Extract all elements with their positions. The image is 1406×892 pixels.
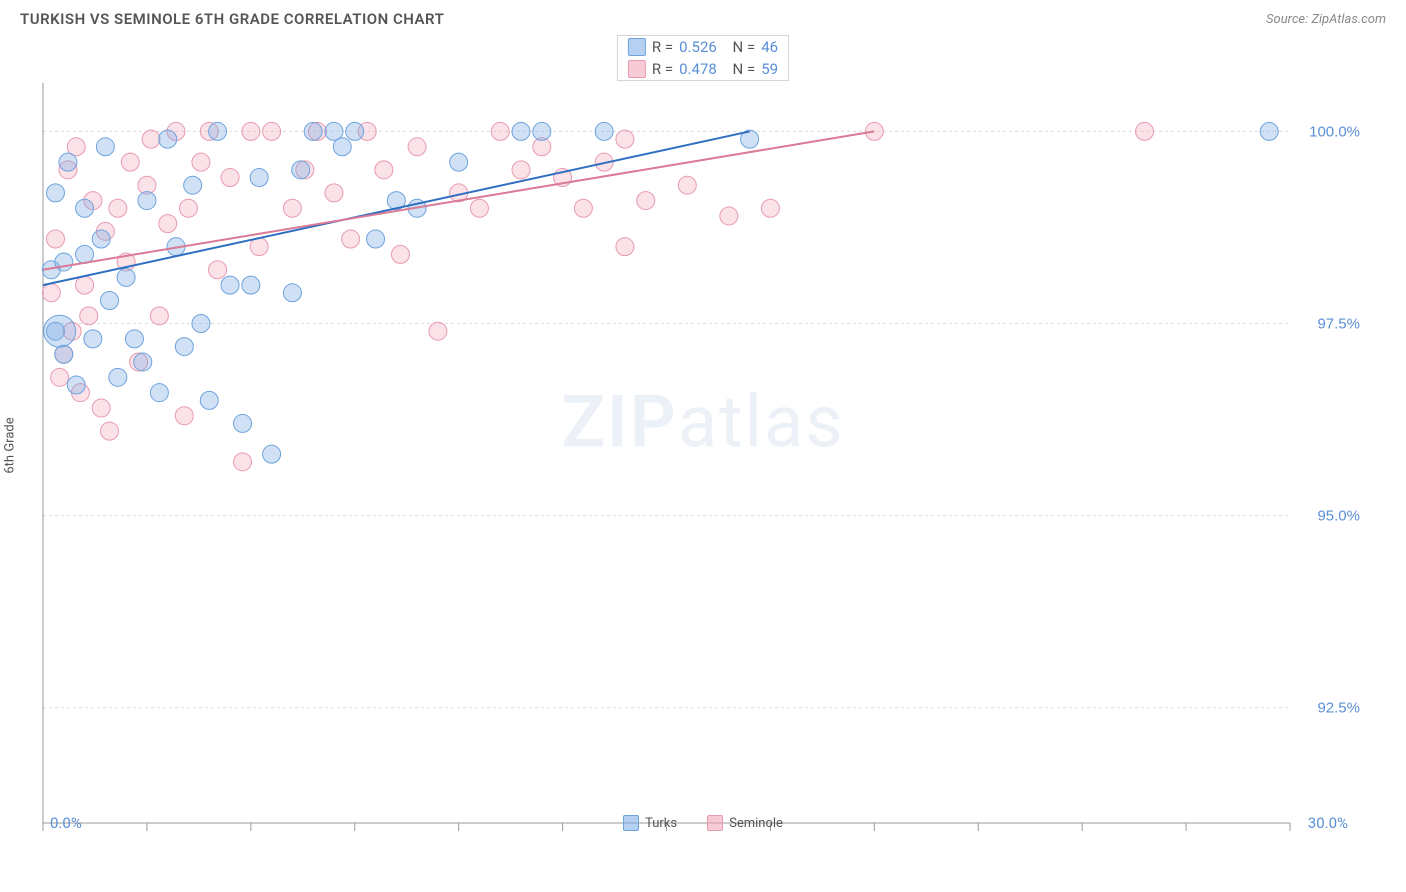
r-value-turks: 0.526 xyxy=(679,38,717,56)
svg-text:92.5%: 92.5% xyxy=(1317,700,1360,717)
legend-item-seminole: Seminole xyxy=(707,815,783,831)
chart-header: TURKISH VS SEMINOLE 6TH GRADE CORRELATIO… xyxy=(0,0,1406,33)
seminole-legend-swatch-icon xyxy=(707,815,723,831)
correlation-row-turks: R = 0.526 N = 46 xyxy=(618,36,788,58)
x-axis-end-label: 30.0% xyxy=(1308,814,1348,832)
chart-container: 6th Grade 92.5%95.0%97.5%100.0% ZIPatlas… xyxy=(0,33,1406,843)
svg-text:97.5%: 97.5% xyxy=(1317,316,1360,333)
y-axis-label: 6th Grade xyxy=(3,417,18,473)
footer-legend: 0.0% Turks Seminole 30.0% xyxy=(0,803,1406,843)
n-value-seminole: 59 xyxy=(761,60,778,78)
correlation-row-seminole: R = 0.478 N = 59 xyxy=(618,58,788,80)
n-label: N = xyxy=(733,38,756,56)
n-label: N = xyxy=(733,60,756,78)
legend-label-seminole: Seminole xyxy=(729,816,783,831)
legend-label-turks: Turks xyxy=(645,816,677,831)
turks-legend-swatch-icon xyxy=(623,815,639,831)
legend-item-turks: Turks xyxy=(623,815,677,831)
correlation-legend: R = 0.526 N = 46 R = 0.478 N = 59 xyxy=(617,35,789,81)
source-name: ZipAtlas.com xyxy=(1311,12,1386,27)
n-value-turks: 46 xyxy=(761,38,778,56)
r-label: R = xyxy=(652,38,673,56)
r-value-seminole: 0.478 xyxy=(679,60,717,78)
chart-title: TURKISH VS SEMINOLE 6TH GRADE CORRELATIO… xyxy=(20,10,444,28)
source-prefix: Source: xyxy=(1266,12,1311,27)
svg-text:95.0%: 95.0% xyxy=(1317,508,1360,525)
svg-text:100.0%: 100.0% xyxy=(1309,123,1360,140)
r-label: R = xyxy=(652,60,673,78)
source-attribution: Source: ZipAtlas.com xyxy=(1266,12,1386,27)
seminole-swatch-icon xyxy=(628,60,646,78)
scatter-chart: 92.5% 95.0% 97.5% 100.0% xyxy=(0,33,1406,843)
x-axis-start-label: 0.0% xyxy=(50,814,82,832)
turks-swatch-icon xyxy=(628,38,646,56)
